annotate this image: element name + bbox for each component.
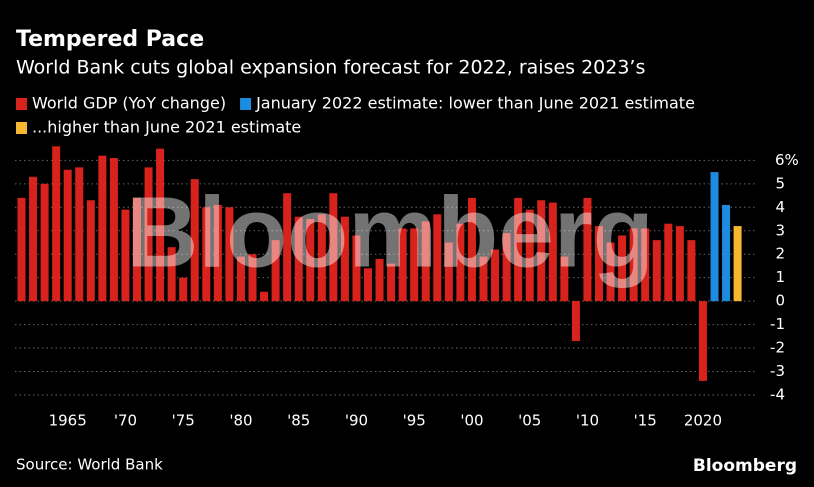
bar: [156, 148, 165, 302]
y-tick-label: 2: [775, 245, 785, 263]
bar: [433, 214, 442, 302]
legend-swatch: [16, 98, 27, 110]
x-tick-label: '70: [114, 412, 137, 430]
bar: [75, 167, 84, 302]
legend-swatch: [240, 98, 252, 110]
bar: [236, 256, 245, 302]
bar: [618, 235, 627, 302]
y-tick-label: 4: [775, 198, 785, 216]
y-tick-label: -2: [770, 339, 785, 357]
x-tick-label: '00: [460, 412, 483, 430]
chart-title: Tempered Pace: [16, 27, 204, 52]
bar: [294, 216, 303, 302]
bar: [571, 301, 580, 342]
bar: [606, 242, 615, 302]
bar: [664, 223, 673, 302]
bar: [340, 216, 349, 302]
bar: [260, 291, 269, 302]
bar: [387, 263, 396, 302]
bar: [317, 214, 326, 302]
bar: [179, 277, 188, 302]
source: Source: World Bank: [16, 456, 163, 474]
bar: [306, 219, 315, 302]
bar: [167, 247, 176, 302]
chart-subtitle: World Bank cuts global expansion forecas…: [16, 57, 645, 79]
logo: Bloomberg: [693, 456, 797, 476]
x-tick-label: '05: [518, 412, 541, 430]
bar: [121, 209, 130, 302]
bar: [329, 193, 338, 302]
legend-label: January 2022 estimate: lower than June 2…: [255, 94, 695, 113]
bar: [364, 268, 372, 302]
bar: [190, 179, 199, 302]
bar: [560, 256, 569, 302]
y-tick-label: -3: [770, 362, 785, 380]
bar: [479, 256, 488, 302]
bar: [456, 223, 465, 302]
bar: [583, 197, 592, 302]
y-tick-label: 1: [775, 268, 785, 286]
x-tick-label: 2020: [684, 412, 722, 430]
y-tick-label: -4: [770, 385, 785, 403]
bar: [17, 197, 26, 302]
bar: [421, 221, 430, 302]
bar: [352, 235, 361, 302]
bar: [444, 242, 453, 302]
bar: [698, 301, 707, 381]
bar: [398, 228, 407, 302]
bar: [525, 209, 534, 302]
bar: [675, 226, 684, 302]
bar: [641, 228, 650, 302]
bar: [491, 249, 500, 302]
x-tick-label: '15: [634, 412, 657, 430]
x-tick-label: '85: [287, 412, 310, 430]
legend-label: World GDP (YoY change): [32, 94, 226, 113]
bar: [710, 172, 719, 302]
bar: [225, 207, 234, 302]
bar: [63, 169, 72, 302]
legend-label: ...higher than June 2021 estimate: [32, 118, 301, 137]
x-tick-label: '10: [576, 412, 599, 430]
bar: [687, 240, 696, 302]
bar: [595, 226, 603, 302]
y-tick-label: 6%: [775, 151, 799, 169]
bar: [502, 233, 511, 302]
watermark: Bloomberg: [126, 176, 654, 288]
bar: [722, 204, 731, 302]
bar: [40, 183, 49, 302]
bar: [29, 176, 38, 302]
legend-swatch: [16, 122, 27, 134]
bar: [514, 197, 523, 302]
bar: [629, 228, 638, 302]
bar: [52, 146, 61, 302]
bar: [144, 167, 153, 302]
bar: [467, 197, 476, 302]
x-tick-label: '90: [345, 412, 368, 430]
bar: [652, 240, 661, 302]
bar: [271, 240, 280, 302]
x-tick-label: '95: [403, 412, 426, 430]
bar: [375, 258, 384, 302]
bar: [248, 254, 257, 302]
y-tick-label: -1: [770, 315, 785, 333]
bar: [410, 228, 419, 302]
bar: [283, 193, 292, 302]
y-tick-label: 3: [775, 221, 785, 239]
bar: [202, 207, 211, 302]
bar: [548, 202, 557, 302]
y-tick-label: 0: [775, 292, 785, 310]
bar: [733, 226, 742, 302]
bar: [86, 200, 95, 302]
x-tick-label: 1965: [49, 412, 87, 430]
x-tick-label: '80: [229, 412, 252, 430]
x-tick-label: '75: [172, 412, 195, 430]
bar: [537, 200, 546, 302]
y-tick-label: 5: [775, 174, 785, 192]
bar: [213, 204, 222, 302]
bar: [109, 158, 118, 302]
bar: [133, 197, 141, 302]
bar: [98, 155, 107, 302]
